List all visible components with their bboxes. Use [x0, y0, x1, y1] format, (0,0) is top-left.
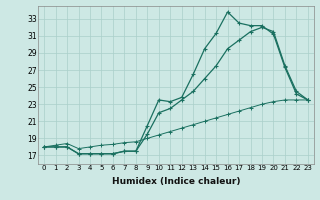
X-axis label: Humidex (Indice chaleur): Humidex (Indice chaleur)	[112, 177, 240, 186]
